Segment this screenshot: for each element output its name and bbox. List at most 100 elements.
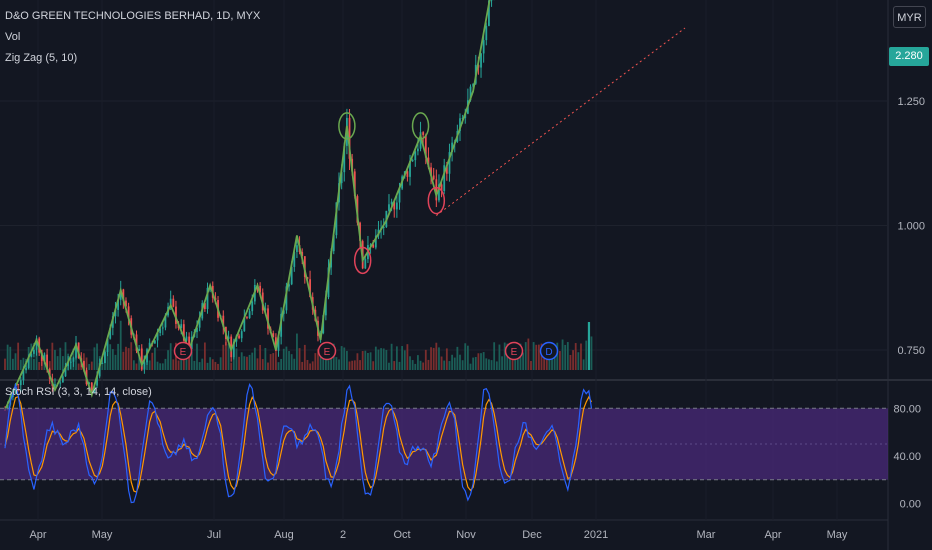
volume-bar [367, 352, 369, 370]
candle-body [277, 336, 280, 351]
candle-body [175, 306, 177, 324]
candle-body [117, 299, 119, 310]
volume-bar [132, 360, 135, 370]
volume-bar [559, 351, 561, 370]
volume-bar [451, 354, 453, 370]
candle-body [27, 356, 30, 369]
volume-bar [269, 354, 272, 370]
volume-bar [246, 356, 248, 370]
zigzag-legend[interactable]: Zig Zag (5, 10) [5, 52, 78, 64]
volume-bar [524, 342, 527, 370]
volume-bar [256, 358, 259, 370]
volume-bar [540, 343, 543, 370]
rising-trendline [436, 27, 686, 216]
candle-body [274, 337, 277, 351]
volume-bar [196, 343, 198, 370]
volume-bar [590, 336, 593, 370]
volume-bar [346, 350, 348, 370]
stoch-rsi-legend[interactable]: Stoch RSI (3, 3, 14, 14, close) [5, 386, 152, 398]
volume-bar [485, 358, 488, 370]
volume-bar [90, 361, 93, 370]
volume-bar [417, 355, 419, 370]
volume-bar [364, 350, 367, 370]
volume-bar [569, 354, 572, 370]
volume-bar [406, 344, 409, 370]
volume-bar [272, 353, 275, 370]
volume-bar [64, 342, 67, 370]
currency-button[interactable]: MYR [893, 6, 926, 28]
volume-bar [464, 343, 467, 370]
volume-bar [217, 363, 219, 370]
volume-bar [154, 347, 156, 370]
volume-bar [306, 359, 309, 370]
candle-body [288, 284, 290, 287]
candle-body [96, 376, 98, 386]
volume-bar [522, 352, 525, 370]
time-axis: Apr May Jul Aug 2 Oct Nov Dec 2021 Mar Apr May [29, 529, 847, 541]
volume-bar [419, 360, 422, 370]
volume-bar [122, 351, 125, 370]
volume-bar [577, 352, 580, 370]
volume-bar [169, 343, 172, 370]
time-tick-label: 2 [340, 529, 346, 541]
candle-body [19, 380, 22, 386]
candle-body [372, 244, 375, 248]
volume-bar [393, 361, 396, 370]
volume-bar [219, 357, 222, 370]
candle-body [17, 384, 20, 386]
volume-bar [311, 361, 314, 370]
candle-body [469, 86, 472, 101]
event-badge [504, 341, 524, 361]
volume-bar [409, 356, 411, 370]
volume-bar [330, 356, 333, 370]
candle-body [369, 244, 372, 246]
candle-body [285, 286, 288, 311]
volume-bar [203, 342, 206, 370]
candle-body [83, 361, 85, 371]
volume-bar [248, 354, 251, 370]
pattern-circle [353, 246, 372, 275]
candle-body [488, 0, 490, 26]
price-tick-label: 0.750 [897, 345, 925, 357]
volume-bar [264, 347, 267, 370]
volume-bar [490, 360, 493, 370]
candle-body [101, 362, 104, 364]
volume-bar [4, 358, 6, 370]
candle-body [264, 308, 267, 311]
pattern-circle [427, 186, 446, 215]
volume-bar [259, 344, 262, 370]
candle-body [419, 132, 422, 149]
volume-legend[interactable]: Vol [5, 31, 21, 43]
candle-body [301, 252, 304, 257]
time-tick-label: Jul [207, 529, 221, 541]
volume-bar [148, 360, 151, 370]
volume-bar [280, 358, 283, 370]
volume-bar [19, 359, 22, 370]
volume-bar [537, 344, 540, 370]
volume-bar [227, 343, 230, 370]
volume-bar [553, 352, 556, 370]
volume-bar [477, 353, 480, 370]
volume-bar [222, 344, 225, 370]
volume-bar [127, 348, 130, 370]
stoch-rsi-panel [0, 382, 888, 504]
candle-body [138, 348, 141, 351]
volume-bar [298, 348, 301, 370]
pattern-circles [338, 112, 446, 275]
volume-bar [96, 343, 98, 370]
volume-bar [164, 358, 167, 370]
candle-body [33, 349, 35, 354]
volume-bar [209, 357, 212, 370]
candle-body [6, 404, 9, 410]
volume-bar [319, 349, 322, 370]
oscillator-tick-label: 80.00 [893, 403, 921, 415]
candle-body [61, 376, 64, 383]
candle-body [159, 328, 162, 334]
volume-bar [101, 362, 104, 370]
event-badge-letter: E [324, 347, 331, 358]
candle-body [414, 151, 417, 161]
candle-body [154, 340, 156, 344]
volume-bar [109, 344, 112, 370]
candle-body [119, 289, 122, 300]
